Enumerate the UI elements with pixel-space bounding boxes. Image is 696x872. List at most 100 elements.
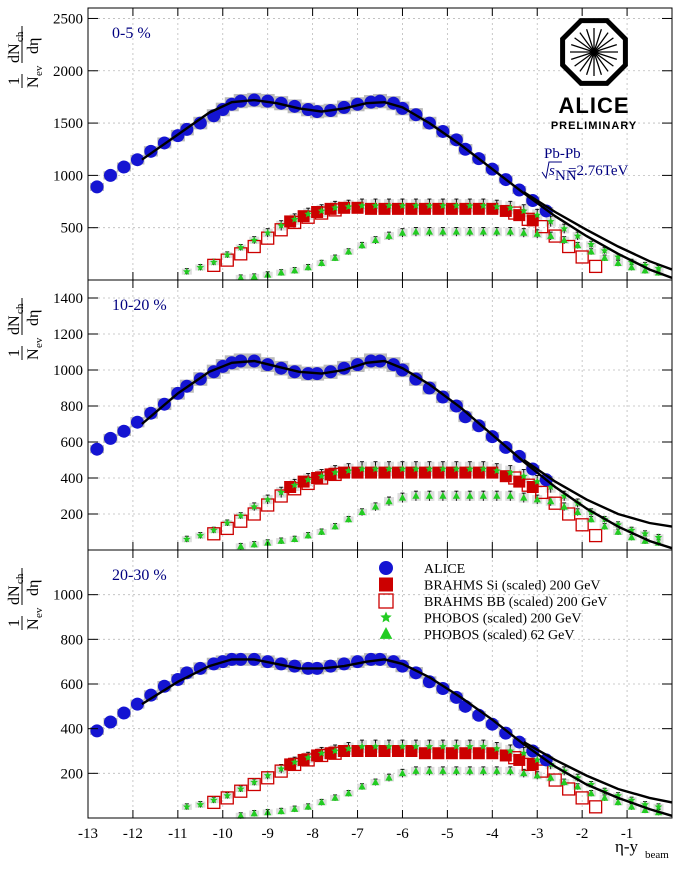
alice-logo: ALICE PRELIMINARY: [551, 18, 637, 132]
phobos-62-point: [533, 229, 541, 237]
logo-ray: [574, 51, 595, 67]
x-title-sub: beam: [645, 849, 669, 861]
y-tick-label: 2000: [53, 64, 83, 80]
phobos-200-point: [223, 791, 232, 799]
phobos-62-points: [237, 227, 663, 281]
phobos-62-point: [318, 259, 326, 267]
phobos-62-point: [601, 254, 609, 261]
phobos-200-point: [263, 495, 272, 503]
phobos-200-point: [641, 529, 649, 537]
x-tick-label: -13: [78, 826, 98, 842]
phobos-62-point: [250, 809, 258, 817]
phobos-62-point: [479, 767, 487, 774]
phobos-62-point: [466, 767, 474, 774]
phobos-200-point: [196, 800, 205, 808]
x-tick-label: -2: [576, 826, 589, 842]
phobos-62-point: [533, 495, 541, 503]
logo-ray: [593, 51, 609, 72]
y-tick-label: 600: [61, 435, 84, 451]
phobos-62-point: [493, 492, 501, 499]
phobos-62-point: [371, 778, 380, 786]
model-curve-0: [141, 658, 673, 817]
phobos-62-point: [547, 773, 555, 781]
y-tick-label: 400: [61, 722, 84, 738]
phobos-200-point: [210, 526, 218, 534]
logo-ray: [593, 51, 603, 76]
legend-label: PHOBOS (scaled) 200 GeV: [424, 612, 581, 627]
y-tick-label: 1400: [53, 291, 83, 307]
phobos-62-point: [304, 531, 312, 539]
y-tick-label: 1500: [53, 116, 83, 132]
logo-center: [591, 49, 597, 55]
phobos-200-point: [344, 744, 353, 752]
phobos-200-point: [506, 203, 515, 212]
phobos-62-point: [641, 266, 649, 274]
logo-name: ALICE: [559, 93, 630, 118]
phobos-200-point: [250, 502, 258, 510]
phobos-200-point: [398, 742, 407, 750]
brahms-bb-point: [535, 485, 549, 500]
phobos-200-point: [654, 802, 663, 811]
phobos-62-point: [520, 228, 528, 236]
model-curve-1: [523, 191, 673, 271]
brahms-bb-point: [521, 757, 535, 772]
phobos-200-point: [331, 747, 339, 755]
phobos-200-point: [533, 211, 541, 219]
phobos-200-points: [183, 465, 663, 543]
phobos-62-point: [331, 793, 339, 801]
phobos-200-point: [250, 778, 258, 786]
phobos-62-point: [344, 515, 353, 523]
phobos-200-point: [506, 468, 515, 476]
phobos-200-point: [331, 203, 339, 212]
phobos-200-point: [479, 742, 488, 750]
phobos-62-point: [385, 232, 393, 239]
axis-ticks: 200 400 600 800 1000 -13 -12 -11 -10 -9 -8 -7 -6 -5 -4…: [53, 550, 672, 842]
phobos-200-point: [412, 201, 420, 209]
alice-point: [130, 697, 144, 711]
phobos-200-point: [614, 253, 622, 261]
y-tick-label: 200: [61, 507, 84, 523]
logo-subtitle: PRELIMINARY: [551, 120, 637, 132]
legend-item: PHOBOS (scaled) 200 GeV: [380, 611, 581, 627]
phobos-62-point: [344, 247, 353, 255]
phobos-200-point: [183, 802, 191, 811]
alice-point: [436, 390, 450, 404]
axis-ticks: 500 1000 1500 2000 2500: [53, 8, 672, 280]
y-title-den: N: [25, 76, 42, 88]
phobos-200-point: [317, 749, 326, 757]
x-title-main: η-y: [615, 837, 639, 856]
phobos-200-point: [385, 465, 393, 473]
legend-label: PHOBOS (scaled) 62 GeV: [424, 628, 574, 643]
brahms-bb-point: [575, 518, 589, 532]
alice-point: [373, 94, 387, 108]
phobos-200-point: [466, 201, 474, 209]
legend-label: ALICE: [424, 562, 465, 577]
phobos-62-point: [250, 272, 258, 280]
phobos-62-point: [371, 236, 380, 244]
x-axis-title: η-y beam: [615, 837, 669, 861]
legend-item: ALICE: [379, 561, 465, 577]
logo-ray: [585, 28, 595, 53]
alice-point: [117, 706, 131, 720]
phobos-62-point: [547, 232, 555, 239]
x-tick-label: -9: [261, 826, 274, 842]
brahms-bb-point: [588, 259, 603, 274]
phobos-200-point: [560, 492, 568, 500]
sqrt-sign: [541, 161, 562, 180]
phobos-62-point: [452, 492, 460, 499]
phobos-200-point: [236, 785, 245, 793]
y-tick-label: 1200: [53, 327, 83, 343]
phobos-62-point: [627, 533, 636, 541]
legend-label: BRAHMS Si (scaled) 200 GeV: [424, 579, 601, 594]
y-tick-label: 200: [61, 766, 84, 782]
phobos-62-point: [398, 228, 407, 236]
brahms-bb-point: [328, 467, 342, 482]
phobos-62-point: [587, 515, 595, 523]
phobos-62-point: [641, 537, 649, 544]
phobos-200-point: [385, 742, 393, 750]
phobos-62-point: [520, 493, 528, 501]
phobos-200-point: [290, 481, 299, 489]
phobos-62-point: [560, 236, 568, 244]
phobos-200-point: [290, 758, 299, 766]
